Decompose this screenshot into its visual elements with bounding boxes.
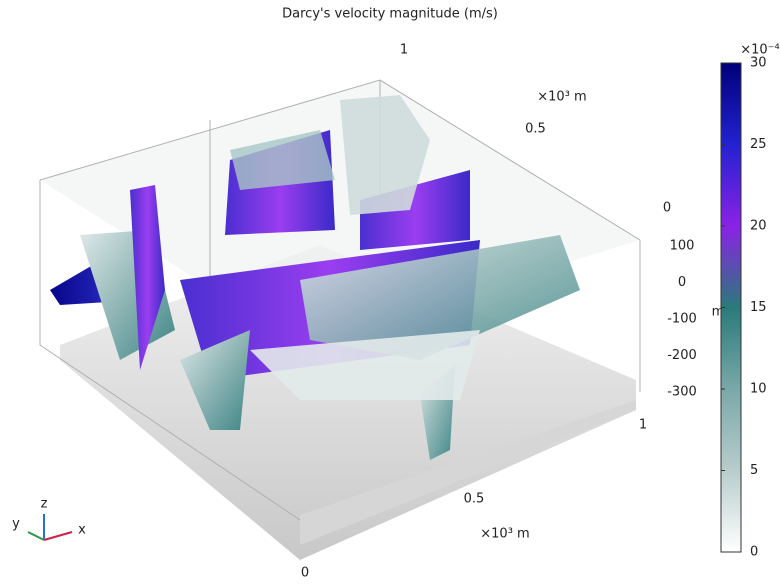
chart-title: Darcy's velocity magnitude (m/s) xyxy=(282,7,498,22)
colorbar-tick-label: 30 xyxy=(750,56,767,71)
z_axis-tick-label: -100 xyxy=(667,312,697,327)
y_axis-tick-label: 1 xyxy=(400,43,408,58)
triad-label: y xyxy=(12,517,20,532)
x_axis-tick-label: 1 xyxy=(639,418,647,433)
colorbar-tick-label: 20 xyxy=(750,219,767,234)
triad-y xyxy=(28,532,44,540)
colorbar-tick-label: 5 xyxy=(750,463,758,478)
scene xyxy=(40,80,640,560)
y-axis-label: ×10³ m xyxy=(537,90,586,105)
y_axis-tick-label: 0.5 xyxy=(525,122,546,137)
z_axis-tick-label: 0 xyxy=(678,275,686,290)
z_axis-tick-label: 100 xyxy=(670,239,695,254)
x_axis-tick-label: 0.5 xyxy=(464,492,485,507)
z_axis-tick-label: -300 xyxy=(667,385,697,400)
axes-triad: z x y xyxy=(12,497,86,541)
colorbar-tick-label: 10 xyxy=(750,382,767,397)
triad-label: x xyxy=(78,523,86,538)
triad-label: z xyxy=(41,497,48,512)
chart: Darcy's velocity magnitude (m/s) z x y ×… xyxy=(0,0,780,581)
z_axis-tick-label: -200 xyxy=(667,348,697,363)
colorbar-tick-label: 25 xyxy=(750,137,767,152)
y_axis-tick-label: 0 xyxy=(663,201,671,216)
colorbar-tick-label: 15 xyxy=(750,300,767,315)
colorbar-tick-label: 0 xyxy=(750,545,758,560)
x_axis-tick-label: 0 xyxy=(301,566,309,581)
triad-x xyxy=(44,532,72,540)
x-axis-label: ×10³ m xyxy=(480,527,529,542)
